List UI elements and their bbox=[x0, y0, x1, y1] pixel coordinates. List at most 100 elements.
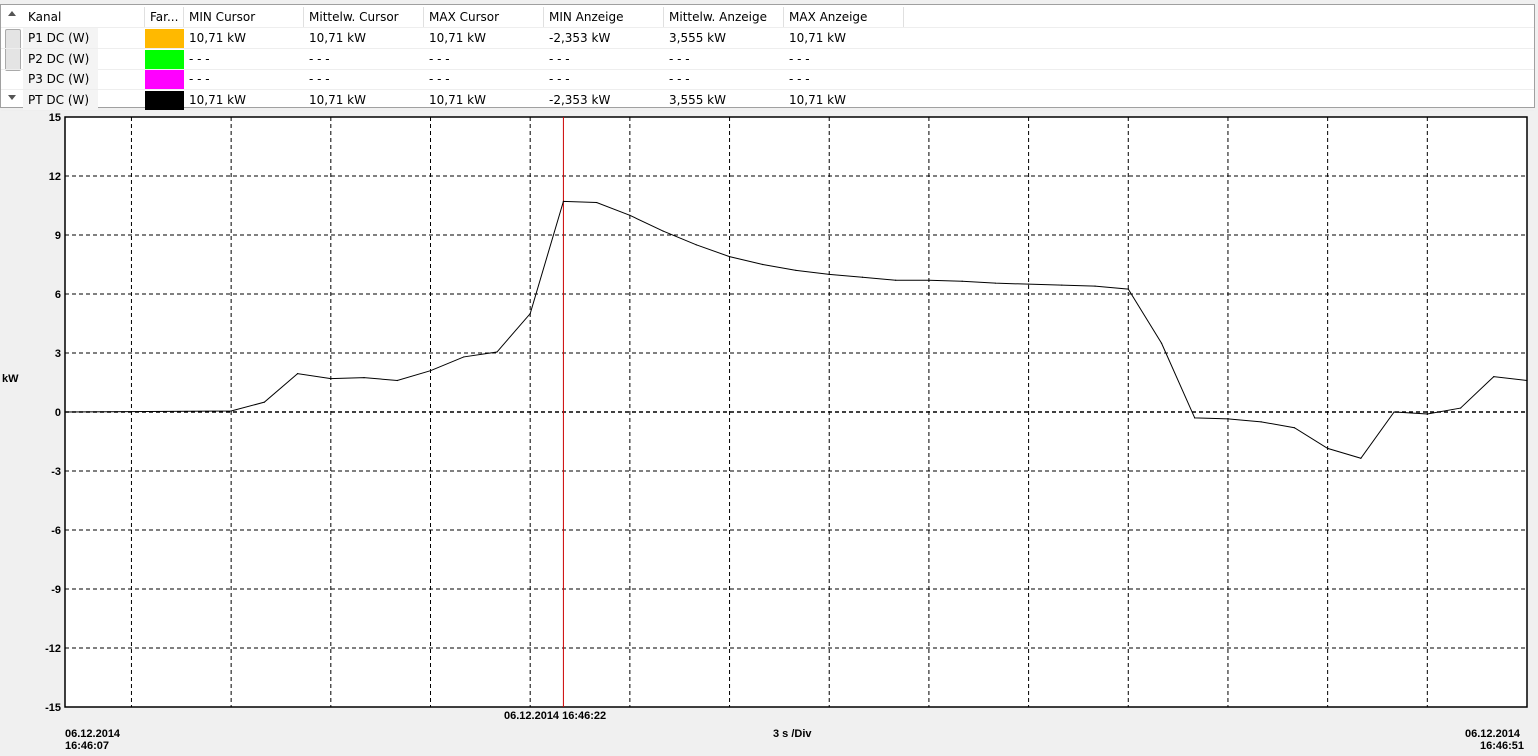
table-row[interactable]: P1 DC (W) 10,71 kW 10,71 kW 10,71 kW -2,353 … bbox=[1, 28, 1534, 49]
cell-max-anzeige: 10,71 kW bbox=[789, 92, 846, 107]
data-point bbox=[1027, 283, 1030, 285]
data-point bbox=[363, 376, 365, 379]
data-point bbox=[994, 282, 996, 284]
data-point bbox=[1293, 427, 1296, 429]
line-chart: 15 12 9 6 3 0 -3 -6 -9 -12 -15 bbox=[45, 112, 1528, 714]
color-swatch[interactable] bbox=[145, 70, 184, 89]
cell-min-cursor: 10,71 kW bbox=[189, 31, 246, 45]
scroll-down-icon[interactable] bbox=[8, 95, 16, 100]
data-point bbox=[1260, 421, 1262, 423]
data-point bbox=[496, 351, 498, 353]
cell-kanal: P1 DC (W) bbox=[23, 28, 98, 48]
cell-min-anzeige: - - - bbox=[549, 51, 570, 66]
table-header: Kanal Far... MIN Cursor Mittelw. Cursor MAX … bbox=[1, 7, 1534, 28]
x-division-label: 3 s /Div bbox=[773, 728, 812, 740]
data-point bbox=[330, 377, 332, 380]
cell-kanal: P3 DC (W) bbox=[23, 69, 98, 89]
cell-max-anzeige: - - - bbox=[789, 72, 810, 86]
cell-max-anzeige: - - - bbox=[789, 51, 810, 66]
cell-min-anzeige: -2,353 kW bbox=[549, 31, 611, 45]
y-tick-label: 9 bbox=[55, 230, 61, 242]
column-header[interactable]: MAX Cursor bbox=[424, 7, 544, 27]
y-tick-label: -12 bbox=[45, 643, 61, 655]
cell-mittel-cursor: 10,71 kW bbox=[309, 31, 366, 45]
data-point bbox=[629, 214, 631, 216]
data-point bbox=[64, 411, 66, 413]
data-point bbox=[895, 279, 897, 281]
data-point bbox=[396, 379, 398, 382]
scroll-up-icon[interactable] bbox=[8, 11, 16, 16]
x-start-date: 06.12.2014 bbox=[65, 728, 121, 740]
table-row[interactable]: P3 DC (W) - - - - - - - - - - - - - - - - - - bbox=[1, 69, 1534, 90]
data-point bbox=[529, 313, 531, 315]
color-swatch[interactable] bbox=[145, 90, 184, 110]
data-point bbox=[928, 279, 930, 281]
channel-table: Kanal Far... MIN Cursor Mittelw. Cursor MAX … bbox=[0, 4, 1535, 111]
cell-max-cursor: - - - bbox=[429, 72, 450, 86]
cell-max-anzeige: 10,71 kW bbox=[789, 31, 846, 45]
data-point bbox=[1127, 288, 1129, 290]
y-tick-label: -15 bbox=[45, 702, 61, 714]
table-scrollbar[interactable] bbox=[1, 5, 23, 107]
cell-mittel-anzeige: 3,555 kW bbox=[669, 92, 726, 107]
table-row[interactable]: P2 DC (W) - - - - - - - - - - - - - - - - - - bbox=[1, 48, 1534, 70]
column-header[interactable]: MIN Cursor bbox=[184, 7, 304, 27]
column-header[interactable]: Kanal bbox=[23, 7, 145, 27]
y-tick-label: 12 bbox=[49, 171, 61, 183]
data-point bbox=[662, 230, 664, 232]
cell-min-anzeige: - - - bbox=[549, 72, 570, 86]
data-point bbox=[596, 201, 598, 204]
cell-max-cursor: 10,71 kW bbox=[429, 92, 486, 107]
data-point bbox=[1094, 285, 1096, 287]
data-point bbox=[463, 356, 465, 358]
data-point bbox=[429, 370, 432, 372]
column-header[interactable]: MIN Anzeige bbox=[544, 7, 664, 27]
data-point bbox=[961, 280, 963, 282]
cell-kanal: PT DC (W) bbox=[23, 89, 98, 110]
data-point bbox=[1526, 379, 1528, 382]
data-point bbox=[795, 269, 797, 271]
table-row[interactable]: PT DC (W) 10,71 kW 10,71 kW 10,71 kW -2,353 … bbox=[1, 89, 1534, 111]
data-point bbox=[1360, 457, 1362, 459]
data-point bbox=[1426, 413, 1428, 415]
column-header[interactable]: Far... bbox=[145, 7, 184, 27]
cell-mittel-anzeige: - - - bbox=[669, 51, 690, 66]
x-start-time: 16:46:07 bbox=[65, 740, 110, 752]
y-tick-label: -6 bbox=[51, 525, 61, 537]
y-axis-label: kW bbox=[2, 373, 19, 385]
y-tick-label: 3 bbox=[55, 348, 61, 360]
x-end-time: 16:46:51 bbox=[1480, 740, 1525, 752]
data-point bbox=[562, 200, 565, 202]
x-end-date: 06.12.2014 bbox=[1465, 728, 1521, 740]
y-tick-label: 15 bbox=[49, 112, 61, 124]
cell-min-cursor: - - - bbox=[189, 72, 210, 86]
column-header[interactable]: MAX Anzeige bbox=[784, 7, 904, 27]
data-point bbox=[695, 244, 697, 246]
data-point bbox=[1160, 342, 1163, 344]
data-point bbox=[1459, 407, 1462, 409]
column-header[interactable]: Mittelw. Anzeige bbox=[664, 7, 784, 27]
cell-mittel-cursor: 10,71 kW bbox=[309, 92, 366, 107]
cell-mittel-anzeige: 3,555 kW bbox=[669, 31, 726, 45]
scroll-thumb[interactable] bbox=[5, 29, 21, 71]
y-tick-label: -3 bbox=[51, 466, 61, 478]
data-point bbox=[828, 273, 830, 275]
data-point bbox=[728, 256, 731, 258]
data-point bbox=[1227, 418, 1229, 420]
data-point bbox=[1493, 376, 1495, 378]
cell-mittel-anzeige: - - - bbox=[669, 72, 690, 86]
data-point bbox=[263, 401, 265, 403]
column-header[interactable]: Mittelw. Cursor bbox=[304, 7, 424, 27]
color-swatch[interactable] bbox=[145, 49, 184, 69]
data-point bbox=[762, 263, 764, 266]
data-point bbox=[1327, 447, 1329, 449]
cell-max-cursor: 10,71 kW bbox=[429, 31, 486, 45]
data-point bbox=[230, 410, 232, 412]
data-point bbox=[861, 276, 864, 278]
cell-kanal: P2 DC (W) bbox=[23, 48, 98, 69]
color-swatch[interactable] bbox=[145, 29, 184, 48]
cell-max-cursor: - - - bbox=[429, 51, 450, 66]
data-point bbox=[1393, 411, 1395, 413]
cell-min-cursor: - - - bbox=[189, 51, 210, 66]
cursor-label: 06.12.2014 16:46:22 bbox=[504, 710, 607, 722]
